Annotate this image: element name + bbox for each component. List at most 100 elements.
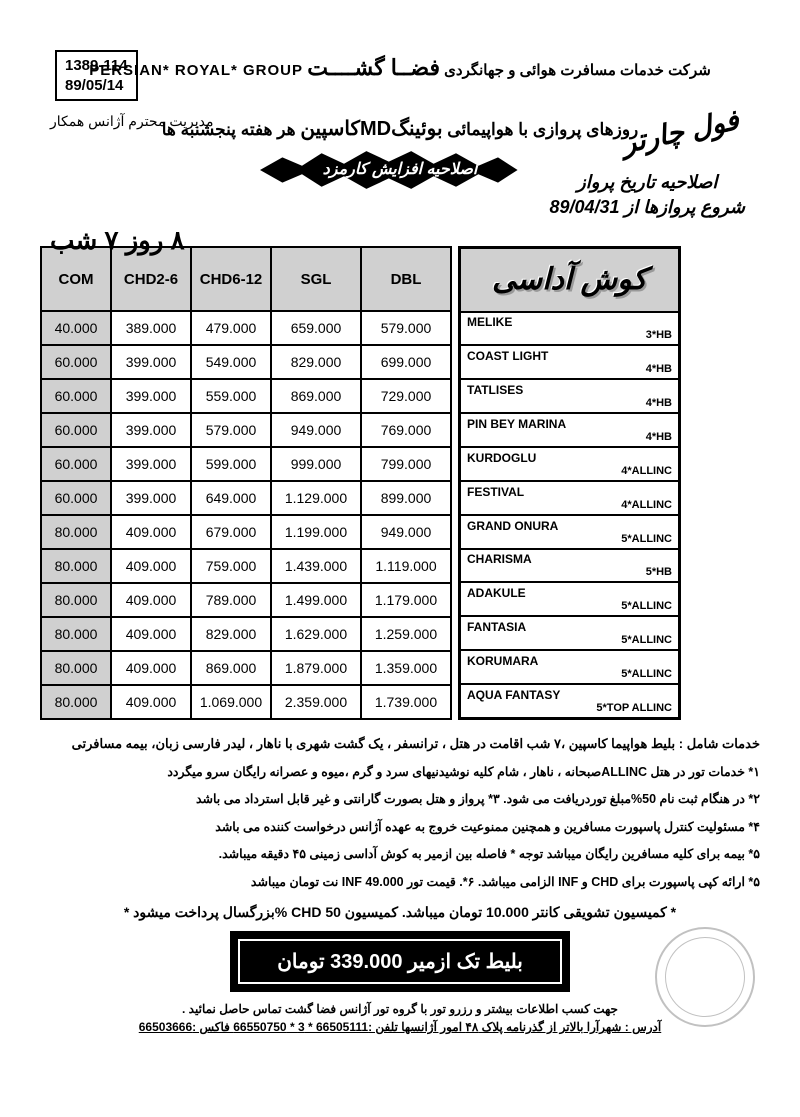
price-table: COMCHD2-6CHD6-12SGLDBL 40.000389.000479.… [40,246,452,720]
hotel-class: 5*ALLINC [467,634,672,646]
hotel-name: KURDOGLU [467,451,672,465]
reference-box: 1389-114 89/05/14 [55,50,138,101]
hotel-name: GRAND ONURA [467,519,672,533]
cell-dbl: 1.739.000 [361,685,451,719]
hotel-cell: AQUA FANTASY5*TOP ALLINC [460,684,680,719]
hotel-cell: FESTIVAL4*ALLINC [460,481,680,515]
note-line: ۱* خدمات تور در هتل ALLINCصبحانه ، ناهار… [40,759,760,787]
cell-chd26: 409.000 [111,549,191,583]
hotel-row: GRAND ONURA5*ALLINC [460,515,680,549]
correction-l1: اصلاحیه تاریخ پرواز [549,170,745,195]
hotel-class: 4*HB [467,363,672,375]
cell-com: 80.000 [41,617,111,651]
cell-dbl: 799.000 [361,447,451,481]
hotel-name: PIN BEY MARINA [467,417,672,431]
note-line: خدمات شامل : بلیط هواپیما کاسپین ،۷ شب ا… [40,730,760,759]
cell-sgl: 1.629.000 [271,617,361,651]
hotel-cell: KORUMARA5*ALLINC [460,650,680,684]
cell-sgl: 659.000 [271,311,361,345]
hotel-class: 4*HB [467,397,672,409]
cell-chd26: 399.000 [111,413,191,447]
note-line: ۵* بیمه برای کلیه مسافرین رایگان میباشد … [40,841,760,869]
cell-com: 80.000 [41,685,111,719]
price-row: 60.000399.000579.000949.000769.000 [41,413,451,447]
hotel-row: PIN BEY MARINA4*HB [460,413,680,447]
hotel-cell: COAST LIGHT4*HB [460,345,680,379]
hotel-cell: CHARISMA5*HB [460,549,680,583]
cell-dbl: 1.119.000 [361,549,451,583]
cell-dbl: 699.000 [361,345,451,379]
price-row: 80.000409.000869.0001.879.0001.359.000 [41,651,451,685]
hotel-name: TATLISES [467,383,672,397]
header: شرکت خدمات مسافرت هوائی و جهانگردی فضــا… [40,55,760,81]
price-row: 40.000389.000479.000659.000579.000 [41,311,451,345]
hotel-row: TATLISES4*HB [460,379,680,413]
hotel-class: 3*HB [467,329,672,341]
hotel-cell: MELIKE3*HB [460,312,680,346]
cell-sgl: 1.439.000 [271,549,361,583]
price-row: 60.000399.000559.000869.000729.000 [41,379,451,413]
correction-box: اصلاحیه تاریخ پرواز شروع پروازها از 89/0… [549,170,745,220]
cell-chd26: 399.000 [111,481,191,515]
cell-sgl: 1.499.000 [271,583,361,617]
hotel-class: 4*HB [467,431,672,443]
hotel-cell: PIN BEY MARINA4*HB [460,413,680,447]
cell-sgl: 829.000 [271,345,361,379]
hotel-class: 5*TOP ALLINC [467,702,672,714]
pricing-table-wrap: COMCHD2-6CHD6-12SGLDBL 40.000389.000479.… [40,246,760,720]
company-name-fa: فضــا گشــــت [307,55,440,80]
cell-com: 60.000 [41,413,111,447]
hotel-cell: KURDOGLU4*ALLINC [460,447,680,481]
price-header-dbl: DBL [361,247,451,311]
ref-line2: 89/05/14 [65,76,128,96]
cell-com: 80.000 [41,549,111,583]
cell-com: 40.000 [41,311,111,345]
cell-chd26: 399.000 [111,345,191,379]
cell-chd612: 789.000 [191,583,271,617]
charter-label: فول چارتر [619,103,742,160]
cell-dbl: 1.179.000 [361,583,451,617]
hotel-cell: FANTASIA5*ALLINC [460,616,680,650]
hotel-class: 5*ALLINC [467,533,672,545]
hotel-row: KURDOGLU4*ALLINC [460,447,680,481]
hotel-name: KORUMARA [467,654,672,668]
cell-sgl: 869.000 [271,379,361,413]
management-line: مدیریت محترم آژانس همکار [50,113,213,130]
cell-dbl: 949.000 [361,515,451,549]
cell-chd612: 479.000 [191,311,271,345]
cell-sgl: 1.129.000 [271,481,361,515]
cell-com: 80.000 [41,583,111,617]
price-row: 60.000399.000549.000829.000699.000 [41,345,451,379]
cell-dbl: 729.000 [361,379,451,413]
cell-dbl: 899.000 [361,481,451,515]
price-row: 80.000409.000829.0001.629.0001.259.000 [41,617,451,651]
hotel-row: KORUMARA5*ALLINC [460,650,680,684]
hotel-row: COAST LIGHT4*HB [460,345,680,379]
cell-com: 60.000 [41,481,111,515]
cell-chd26: 399.000 [111,447,191,481]
cell-chd26: 409.000 [111,515,191,549]
hotel-class: 5*ALLINC [467,668,672,680]
price-row: 80.000409.000759.0001.439.0001.119.000 [41,549,451,583]
hotel-name: FESTIVAL [467,485,672,499]
starburst: اصلاحیه افزایش کارمزد [260,149,540,191]
price-header-chd6-12: CHD6-12 [191,247,271,311]
cell-dbl: 579.000 [361,311,451,345]
cell-chd612: 649.000 [191,481,271,515]
price-row: 80.000409.000679.0001.199.000949.000 [41,515,451,549]
address-line: آدرس : شهرآرا بالاتر از گذرنامه پلاک ۴۸ … [40,1020,760,1034]
commission-line: * کمیسیون تشویقی کانتر 10.000 تومان میبا… [40,904,760,921]
hotel-name: ADAKULE [467,586,672,600]
price-header-com: COM [41,247,111,311]
hotel-cell: TATLISES4*HB [460,379,680,413]
hotel-class: 4*ALLINC [467,465,672,477]
cell-chd612: 599.000 [191,447,271,481]
cell-dbl: 1.259.000 [361,617,451,651]
contact-line: جهت کسب اطلاعات بیشتر و رزرو تور با گروه… [40,1002,760,1016]
flight-pre: روزهای پروازی با هواپیمائی [447,120,638,139]
cell-chd612: 679.000 [191,515,271,549]
cell-chd612: 829.000 [191,617,271,651]
cell-chd612: 759.000 [191,549,271,583]
ticket-price: بلیط تک ازمیر 339.000 تومان [238,939,562,984]
cell-chd26: 399.000 [111,379,191,413]
